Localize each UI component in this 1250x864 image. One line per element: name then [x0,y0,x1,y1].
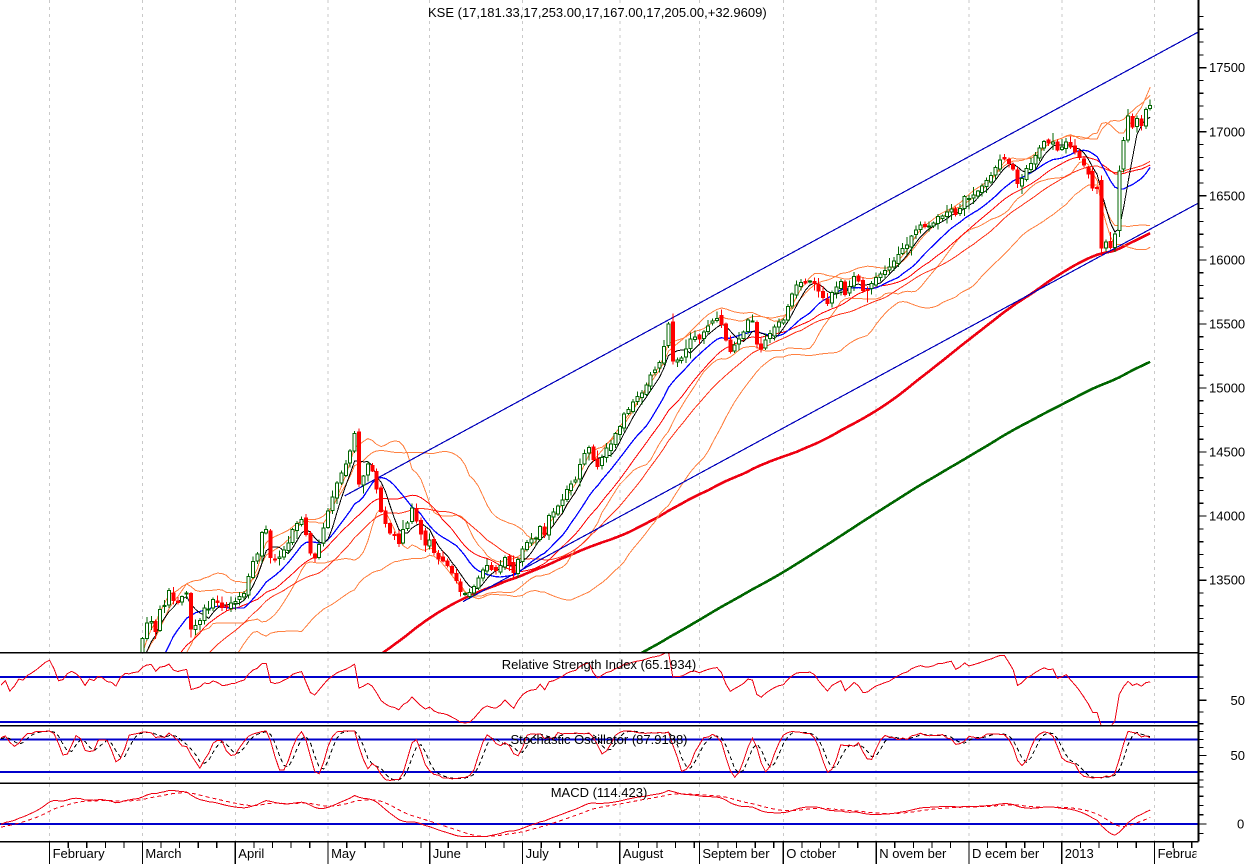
svg-text:February: February [1158,846,1211,861]
svg-text:15000: 15000 [1209,381,1245,396]
svg-text:17000: 17000 [1209,124,1245,139]
svg-text:April: April [238,846,264,861]
svg-text:MACD (114.423): MACD (114.423) [551,785,648,800]
svg-text:D ecem ber: D ecem ber [972,846,1040,861]
svg-text:50: 50 [1231,748,1245,763]
svg-text:February: February [53,846,106,861]
svg-text:March: March [145,846,181,861]
svg-text:2013: 2013 [1065,846,1094,861]
svg-text:Septem ber: Septem ber [702,846,770,861]
svg-text:50: 50 [1231,693,1245,708]
svg-text:15500: 15500 [1209,316,1245,331]
svg-text:17500: 17500 [1209,60,1245,75]
svg-text:0: 0 [1237,817,1244,832]
svg-text:16500: 16500 [1209,188,1245,203]
svg-text:16000: 16000 [1209,252,1245,267]
svg-text:Relative Strength Index (65.19: Relative Strength Index (65.1934) [502,657,696,672]
svg-text:KSE (17,181.33,17,253.00,17,16: KSE (17,181.33,17,253.00,17,167.00,17,20… [428,5,767,20]
svg-text:May: May [331,846,356,861]
svg-text:N ovem ber: N ovem ber [879,846,947,861]
svg-text:Stochastic Oscillator (87.9188: Stochastic Oscillator (87.9188) [510,732,687,747]
svg-text:August: August [623,846,664,861]
svg-text:June: June [433,846,461,861]
svg-text:14500: 14500 [1209,445,1245,460]
svg-text:13500: 13500 [1209,573,1245,588]
svg-text:O ctober: O ctober [786,846,837,861]
svg-text:14000: 14000 [1209,509,1245,524]
svg-text:July: July [526,846,550,861]
